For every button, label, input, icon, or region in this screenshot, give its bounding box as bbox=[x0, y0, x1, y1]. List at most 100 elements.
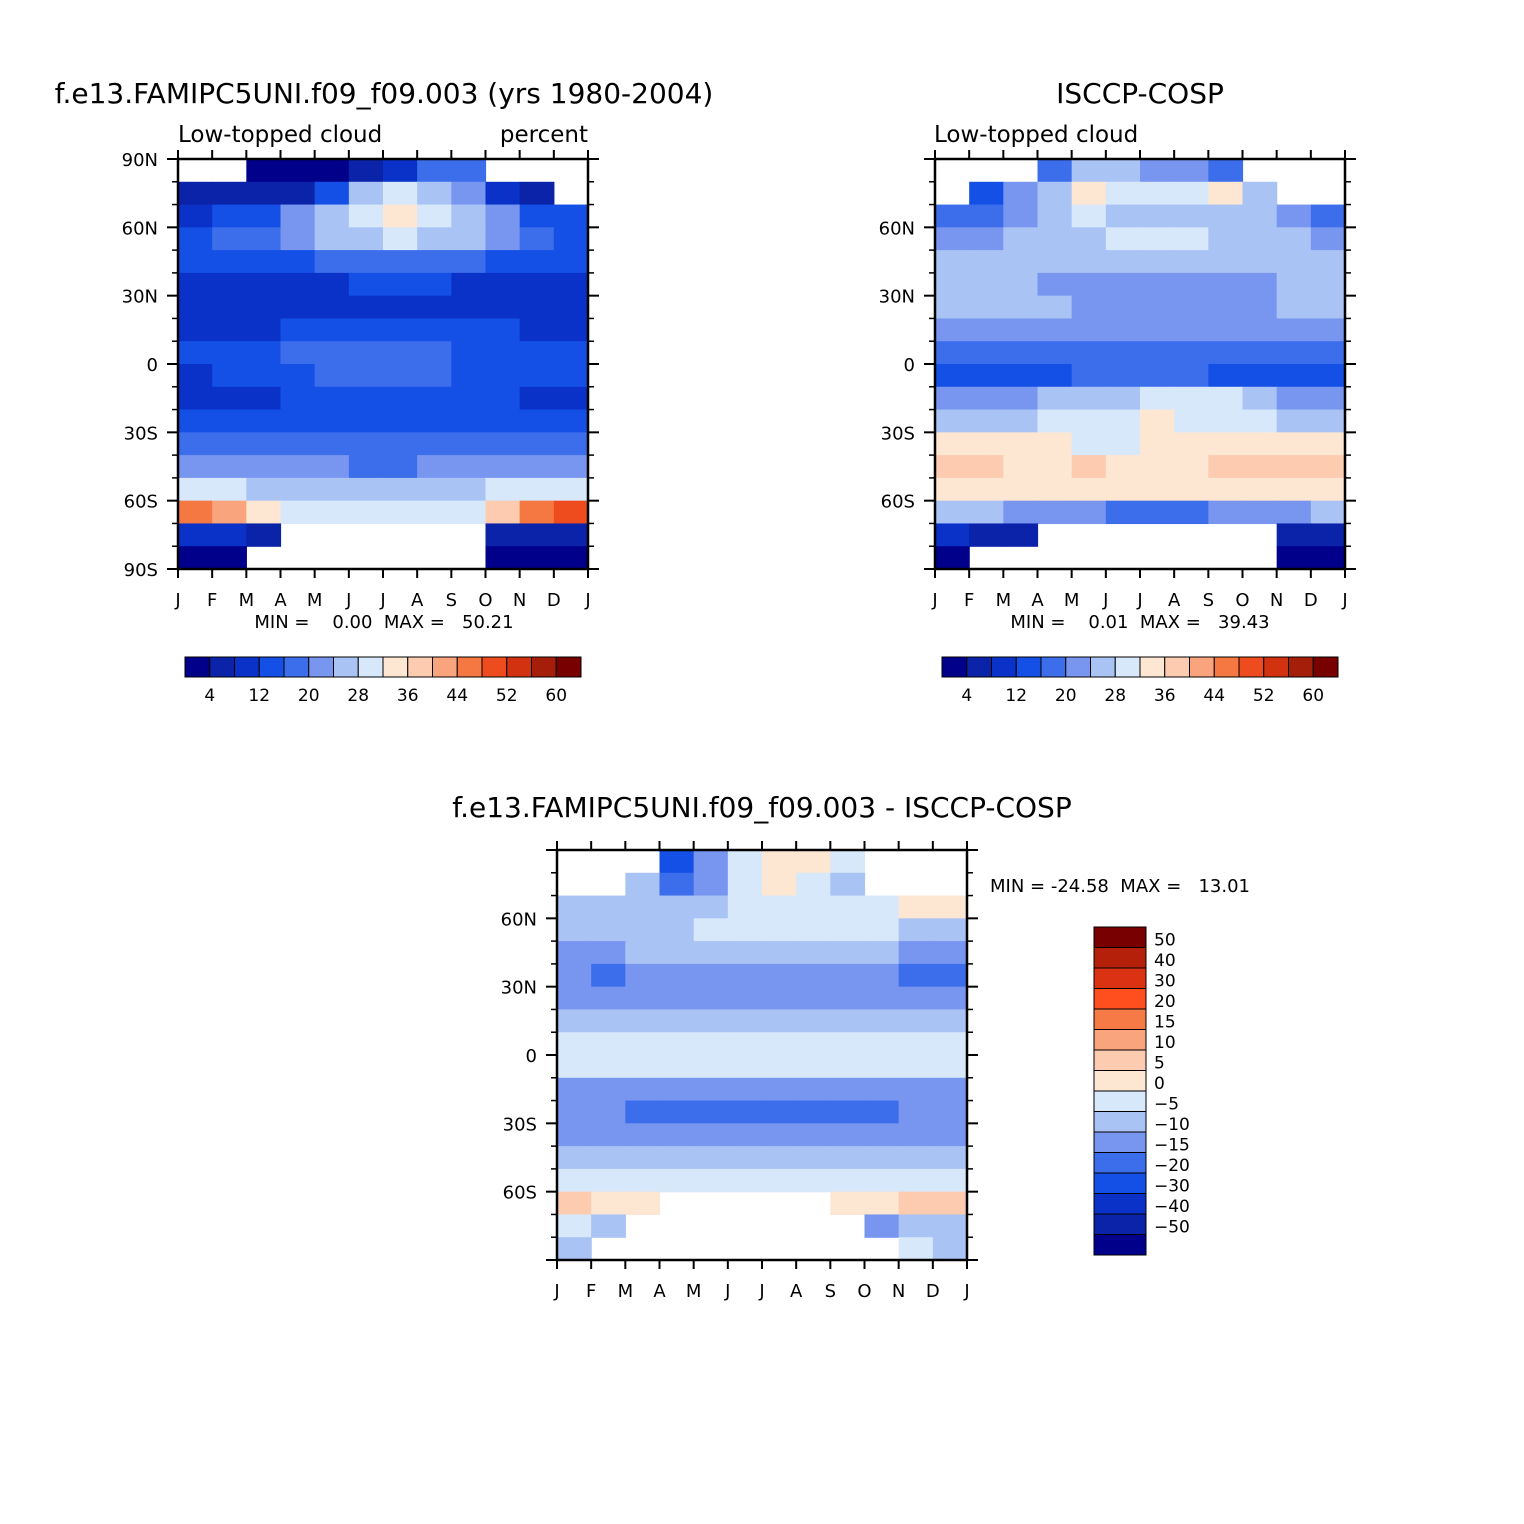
heatmap-cell bbox=[1105, 500, 1141, 525]
heatmap-cell bbox=[1003, 455, 1039, 479]
heatmap-cell bbox=[1242, 432, 1278, 456]
heatmap-cell bbox=[762, 850, 797, 874]
heatmap-cell bbox=[246, 432, 282, 456]
y-tick-label: 90N bbox=[122, 150, 158, 171]
panel-diff: f.e13.FAMIPC5UNI.f09_f09.003 - ISCCP-COS… bbox=[452, 791, 1250, 1302]
heatmap-cell bbox=[864, 1055, 900, 1079]
heatmap-cell bbox=[796, 1055, 831, 1079]
x-tick-label: M bbox=[996, 590, 1012, 611]
heatmap-cell bbox=[280, 295, 316, 320]
heatmap-cell bbox=[1174, 159, 1209, 183]
heatmap-cell bbox=[1105, 204, 1141, 228]
heatmap-cell bbox=[935, 432, 970, 456]
heatmap-cell bbox=[519, 386, 555, 411]
heatmap-cell bbox=[932, 1055, 968, 1079]
heatmap-cell bbox=[246, 227, 282, 251]
heatmap-cell bbox=[451, 295, 487, 320]
heatmap-cell bbox=[625, 918, 661, 942]
heatmap-cell bbox=[485, 227, 521, 251]
heatmap-cell bbox=[417, 181, 452, 206]
heatmap-cell bbox=[591, 1146, 626, 1170]
heatmap-cell bbox=[417, 204, 452, 228]
heatmap-cell bbox=[591, 1168, 626, 1193]
heatmap-cell bbox=[796, 1032, 831, 1056]
heatmap-cell bbox=[485, 477, 521, 502]
heatmap-cell bbox=[314, 386, 350, 411]
heatmap-cell bbox=[659, 1123, 695, 1147]
heatmap-cell bbox=[935, 204, 970, 228]
heatmap-cell bbox=[659, 963, 695, 988]
heatmap-cell bbox=[1174, 250, 1209, 274]
heatmap-cell bbox=[693, 1055, 729, 1079]
heatmap-cell bbox=[659, 1100, 695, 1124]
heatmap-cell bbox=[314, 432, 350, 456]
heatmap-cell bbox=[1242, 500, 1278, 525]
heatmap-cell bbox=[314, 272, 350, 297]
heatmap-cell bbox=[659, 941, 695, 965]
x-tick-label: O bbox=[1235, 590, 1249, 611]
heatmap-cell bbox=[246, 386, 282, 411]
heatmap-cell bbox=[762, 872, 797, 897]
heatmap-cell bbox=[1071, 341, 1107, 365]
heatmap-cell bbox=[519, 523, 555, 547]
heatmap-cell bbox=[280, 477, 316, 502]
heatmap-cell bbox=[935, 386, 970, 411]
heatmap-cell bbox=[1310, 477, 1346, 502]
heatmap-cell bbox=[864, 918, 900, 942]
heatmap-cell bbox=[417, 500, 452, 525]
heatmap-cell bbox=[693, 1100, 729, 1124]
heatmap-cell bbox=[898, 918, 934, 942]
colorbar-label: 52 bbox=[1253, 686, 1275, 706]
colorbar-label: 15 bbox=[1154, 1013, 1176, 1033]
heatmap-cell bbox=[625, 1191, 661, 1216]
heatmap-cell bbox=[246, 523, 282, 547]
heatmap-cell bbox=[348, 341, 384, 365]
heatmap-cell bbox=[383, 295, 418, 320]
heatmap-cell bbox=[762, 1055, 797, 1079]
colorbar-swatch bbox=[1040, 656, 1067, 678]
heatmap-cell bbox=[485, 455, 521, 479]
heatmap-cell bbox=[383, 386, 418, 411]
heatmap-cell bbox=[727, 1146, 763, 1170]
heatmap-cell bbox=[212, 500, 247, 525]
heatmap-cell bbox=[451, 432, 487, 456]
heatmap-cell bbox=[212, 250, 247, 274]
heatmap-cell bbox=[1140, 432, 1175, 456]
panel-model-units-label: percent bbox=[500, 122, 588, 148]
colorbar-swatch bbox=[1093, 1213, 1147, 1235]
heatmap-cell bbox=[1208, 386, 1244, 411]
colorbar-label: −30 bbox=[1154, 1177, 1190, 1197]
colorbar-swatch bbox=[1213, 656, 1240, 678]
heatmap-cell bbox=[280, 500, 316, 525]
heatmap-cell bbox=[625, 1055, 661, 1079]
heatmap-cell bbox=[383, 204, 418, 228]
heatmap-cell bbox=[451, 318, 487, 342]
heatmap-cell bbox=[693, 941, 729, 965]
heatmap-cell bbox=[935, 295, 970, 320]
heatmap-cell bbox=[1071, 227, 1107, 251]
heatmap-cell bbox=[383, 159, 418, 183]
heatmap-cell bbox=[969, 386, 1004, 411]
heatmap-cell bbox=[796, 941, 831, 965]
y-tick-label: 30N bbox=[501, 978, 537, 999]
heatmap-cell bbox=[1276, 500, 1312, 525]
heatmap-cell bbox=[557, 1009, 592, 1033]
heatmap-cell bbox=[485, 318, 521, 342]
heatmap-cell bbox=[553, 523, 589, 547]
heatmap-cell bbox=[451, 181, 487, 206]
heatmap-cell bbox=[796, 872, 831, 897]
heatmap-cell bbox=[762, 963, 797, 988]
heatmap-cell bbox=[659, 918, 695, 942]
heatmap-cell bbox=[969, 204, 1004, 228]
heatmap-cell bbox=[348, 227, 384, 251]
heatmap-cell bbox=[178, 227, 213, 251]
heatmap-cell bbox=[693, 850, 729, 874]
heatmap-cell bbox=[178, 546, 213, 570]
heatmap-cell bbox=[1037, 409, 1073, 433]
heatmap-cell bbox=[1276, 318, 1312, 342]
heatmap-cell bbox=[762, 1077, 797, 1102]
heatmap-cell bbox=[935, 477, 970, 502]
heatmap-cell bbox=[1174, 432, 1209, 456]
heatmap-cell bbox=[348, 318, 384, 342]
heatmap-cell bbox=[519, 204, 555, 228]
